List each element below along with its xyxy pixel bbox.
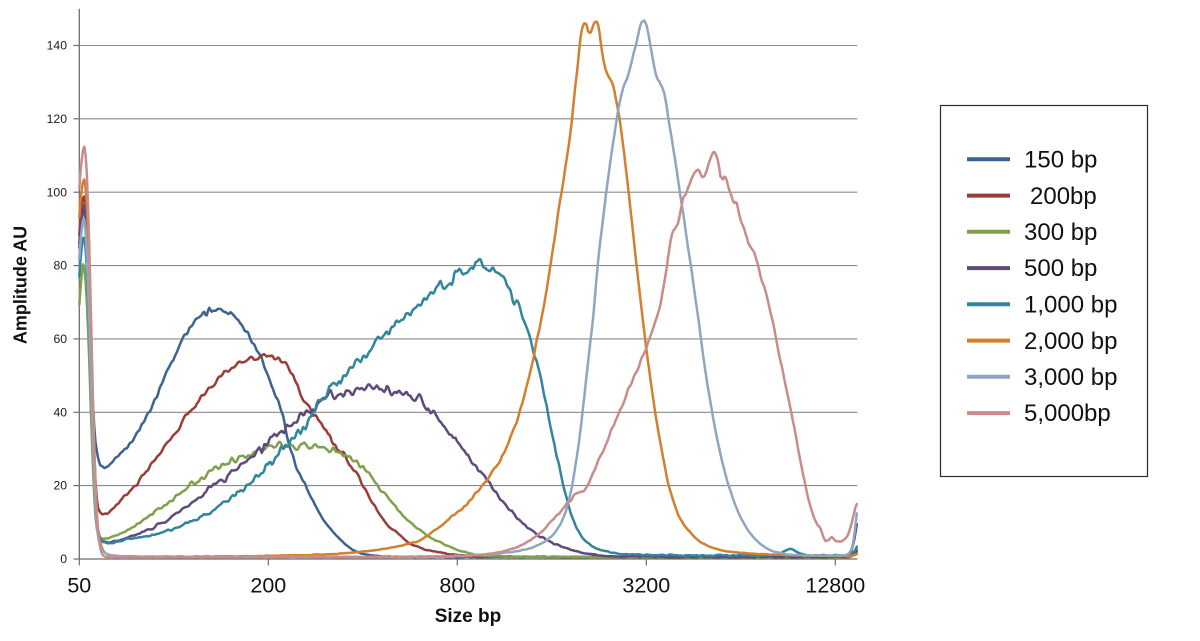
svg-text:2,000 bp: 2,000 bp xyxy=(1024,328,1117,355)
svg-text:500 bp: 500 bp xyxy=(1024,255,1097,282)
svg-text:60: 60 xyxy=(53,332,67,346)
svg-text:Amplitude AU: Amplitude AU xyxy=(11,226,31,344)
svg-text:50: 50 xyxy=(67,574,91,598)
svg-text:12800: 12800 xyxy=(805,574,865,598)
svg-text:80: 80 xyxy=(53,259,67,273)
svg-text:5,000bp: 5,000bp xyxy=(1024,400,1111,427)
svg-text:800: 800 xyxy=(439,574,475,598)
svg-text:140: 140 xyxy=(47,39,68,53)
svg-text:120: 120 xyxy=(47,112,68,126)
svg-text:Size bp: Size bp xyxy=(435,606,502,627)
svg-text:300 bp: 300 bp xyxy=(1024,219,1097,246)
svg-text:1,000 bp: 1,000 bp xyxy=(1024,292,1117,319)
svg-text:200: 200 xyxy=(250,574,286,598)
svg-text:0: 0 xyxy=(60,552,67,566)
svg-text:100: 100 xyxy=(47,185,68,199)
svg-text:20: 20 xyxy=(53,479,67,493)
svg-text:3200: 3200 xyxy=(622,574,670,598)
svg-text:150 bp: 150 bp xyxy=(1024,147,1097,174)
svg-text:200bp: 200bp xyxy=(1030,183,1097,210)
svg-text:3,000 bp: 3,000 bp xyxy=(1024,364,1117,391)
svg-text:40: 40 xyxy=(53,405,67,419)
